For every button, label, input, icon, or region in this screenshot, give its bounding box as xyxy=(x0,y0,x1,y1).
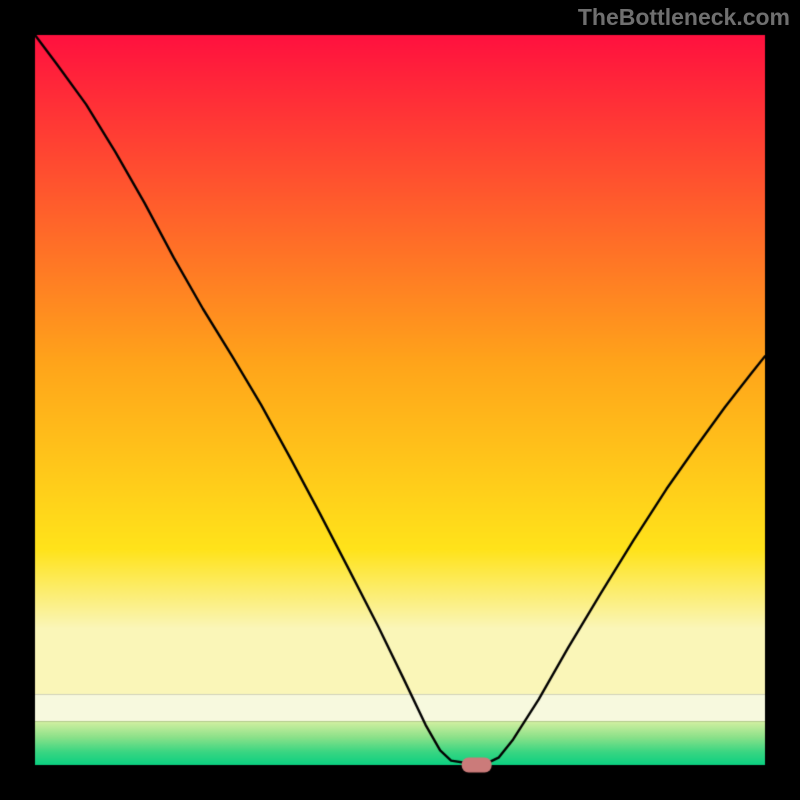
bottleneck-chart xyxy=(0,0,800,800)
watermark-label: TheBottleneck.com xyxy=(578,4,790,31)
